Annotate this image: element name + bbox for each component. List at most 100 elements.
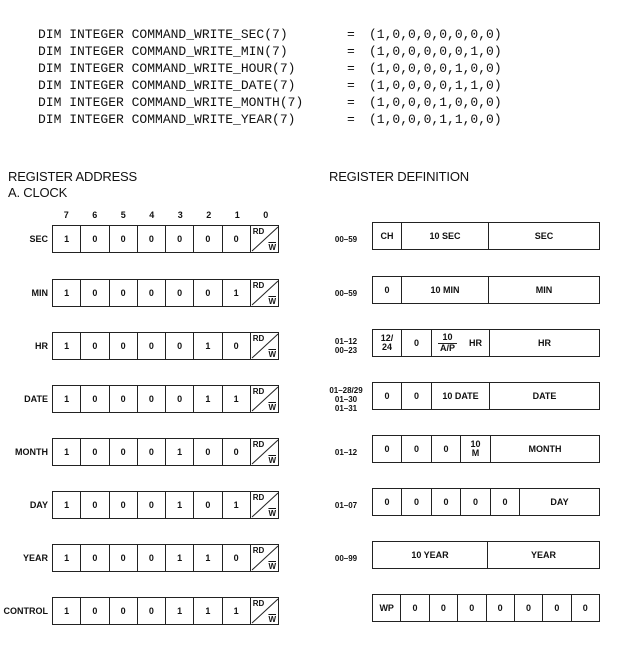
field-text: 0: [497, 602, 503, 613]
address-bit: 0: [110, 386, 138, 412]
field-text: YEAR: [530, 549, 556, 560]
rd-w-bit: RD W: [251, 333, 279, 359]
code-line: DIM INTEGER COMMAND_WRITE_DATE(7) = (1,0,0…: [38, 77, 502, 94]
bit-value: 1: [233, 606, 239, 616]
address-bit: 0: [110, 439, 138, 465]
field-text: 10: [470, 439, 481, 449]
address-bit: 1: [53, 280, 82, 306]
rd-w-bit: RD W: [251, 439, 279, 465]
code-value: (1,0,0,0,0,1,1,0): [369, 78, 502, 93]
address-bit: 1: [166, 492, 195, 518]
bit-number: 6: [92, 210, 98, 220]
bit-number-header: 7 6 5 4 3 2 1 0: [52, 210, 280, 220]
code-equals: =: [347, 95, 355, 110]
bit-value: 1: [64, 288, 70, 298]
w-text: W: [268, 403, 276, 412]
bit-value: 0: [205, 447, 211, 457]
range-line: 00–99: [334, 553, 358, 563]
field-bit: 0: [458, 595, 487, 621]
address-bit: 0: [81, 333, 110, 359]
w-text: W: [268, 509, 276, 518]
address-bit: 0: [110, 226, 138, 252]
field-text: DATE: [532, 390, 557, 401]
bit-value: 0: [120, 341, 126, 351]
field-text: SEC: [534, 230, 554, 241]
rd-text: RD: [252, 493, 265, 502]
bit-value: 0: [120, 288, 126, 298]
bit-value: 0: [148, 341, 154, 351]
field-bit7: 0: [373, 383, 402, 409]
address-bit: 0: [81, 439, 110, 465]
address-register: 1 0 0 0 1 1 0 RD W: [52, 544, 279, 572]
bit-value: 0: [177, 394, 183, 404]
address-bit: 1: [166, 439, 195, 465]
rd-text: RD: [252, 334, 265, 343]
address-bit: 0: [110, 492, 138, 518]
bit-number: 1: [234, 210, 240, 220]
register-label: HR: [35, 341, 48, 351]
bit-value: 0: [92, 341, 98, 351]
bit-value: 0: [148, 553, 154, 563]
rd-w-cell: RD W: [251, 492, 279, 518]
field-bit6: 0: [402, 383, 432, 409]
bit-value: 0: [92, 447, 98, 457]
address-bit: 1: [223, 280, 251, 306]
rd-w-cell: RD W: [251, 333, 279, 359]
address-bit: 0: [81, 492, 110, 518]
field-text: 12/: [380, 333, 394, 343]
code-line: DIM INTEGER COMMAND_WRITE_SEC(7) = (1,0,0,…: [38, 26, 502, 43]
code-value: (1,0,0,0,0,0,1,0): [369, 44, 502, 59]
code-equals: =: [347, 112, 355, 127]
address-bit: 1: [166, 598, 195, 624]
field-10-m: 10 M: [461, 436, 491, 462]
field-bit4: 0: [461, 489, 491, 515]
bit-value: 1: [64, 500, 70, 510]
value-range: 01–12 00–23: [326, 337, 366, 355]
field-bit: 0: [572, 595, 599, 621]
code-listing: DIM INTEGER COMMAND_WRITE_SEC(7) = (1,0,0,…: [38, 26, 502, 128]
value-range: 00–59: [326, 235, 366, 244]
bit-value: 0: [177, 234, 183, 244]
address-bit: 0: [81, 386, 110, 412]
field-bit6: 0: [402, 436, 432, 462]
code-declaration: DIM INTEGER COMMAND_WRITE_DATE(7): [38, 78, 296, 93]
field-text: 0: [384, 390, 390, 401]
definition-register: 0 0 10 DATE DATE: [372, 382, 600, 410]
w-text: W: [268, 297, 276, 306]
field-text: 0: [384, 284, 390, 295]
register-label: CONTROL: [3, 606, 49, 616]
field-day: DAY: [520, 489, 599, 515]
bit-value: 1: [64, 394, 70, 404]
address-bit: 1: [53, 492, 82, 518]
bit-value: 1: [177, 447, 183, 457]
address-bit: 0: [194, 280, 223, 306]
address-bit: 0: [194, 492, 223, 518]
bit-value: 0: [177, 341, 183, 351]
address-register: 1 0 0 0 1 1 1 RD W: [52, 597, 279, 625]
rd-w-cell: RD W: [251, 439, 279, 465]
bit-value: 0: [205, 234, 211, 244]
address-bit: 0: [110, 545, 138, 571]
field-wp: WP: [373, 595, 402, 621]
definition-register: 0 0 0 0 0 DAY: [372, 488, 600, 516]
field-min: MIN: [489, 277, 599, 303]
bit-value: 0: [120, 447, 126, 457]
field-hr: HR: [490, 330, 599, 356]
field-text: 0: [472, 496, 478, 507]
bit-value: 0: [205, 288, 211, 298]
register-label: DAY: [29, 500, 48, 510]
field-bit3: 0: [491, 489, 520, 515]
field-text: HR: [469, 337, 482, 348]
address-bit: 1: [194, 598, 223, 624]
field-sec: SEC: [489, 223, 599, 249]
bit-value: 0: [120, 553, 126, 563]
bit-value: 0: [233, 447, 239, 457]
slash-divider: [251, 598, 279, 624]
field-bit7: 0: [373, 436, 402, 462]
field-bit: 0: [543, 595, 572, 621]
field-text: 0: [443, 496, 449, 507]
field-bit5: 0: [432, 436, 461, 462]
rd-w-bit: RD W: [251, 598, 279, 624]
field-year: YEAR: [488, 542, 599, 568]
bit-number: 2: [206, 210, 212, 220]
